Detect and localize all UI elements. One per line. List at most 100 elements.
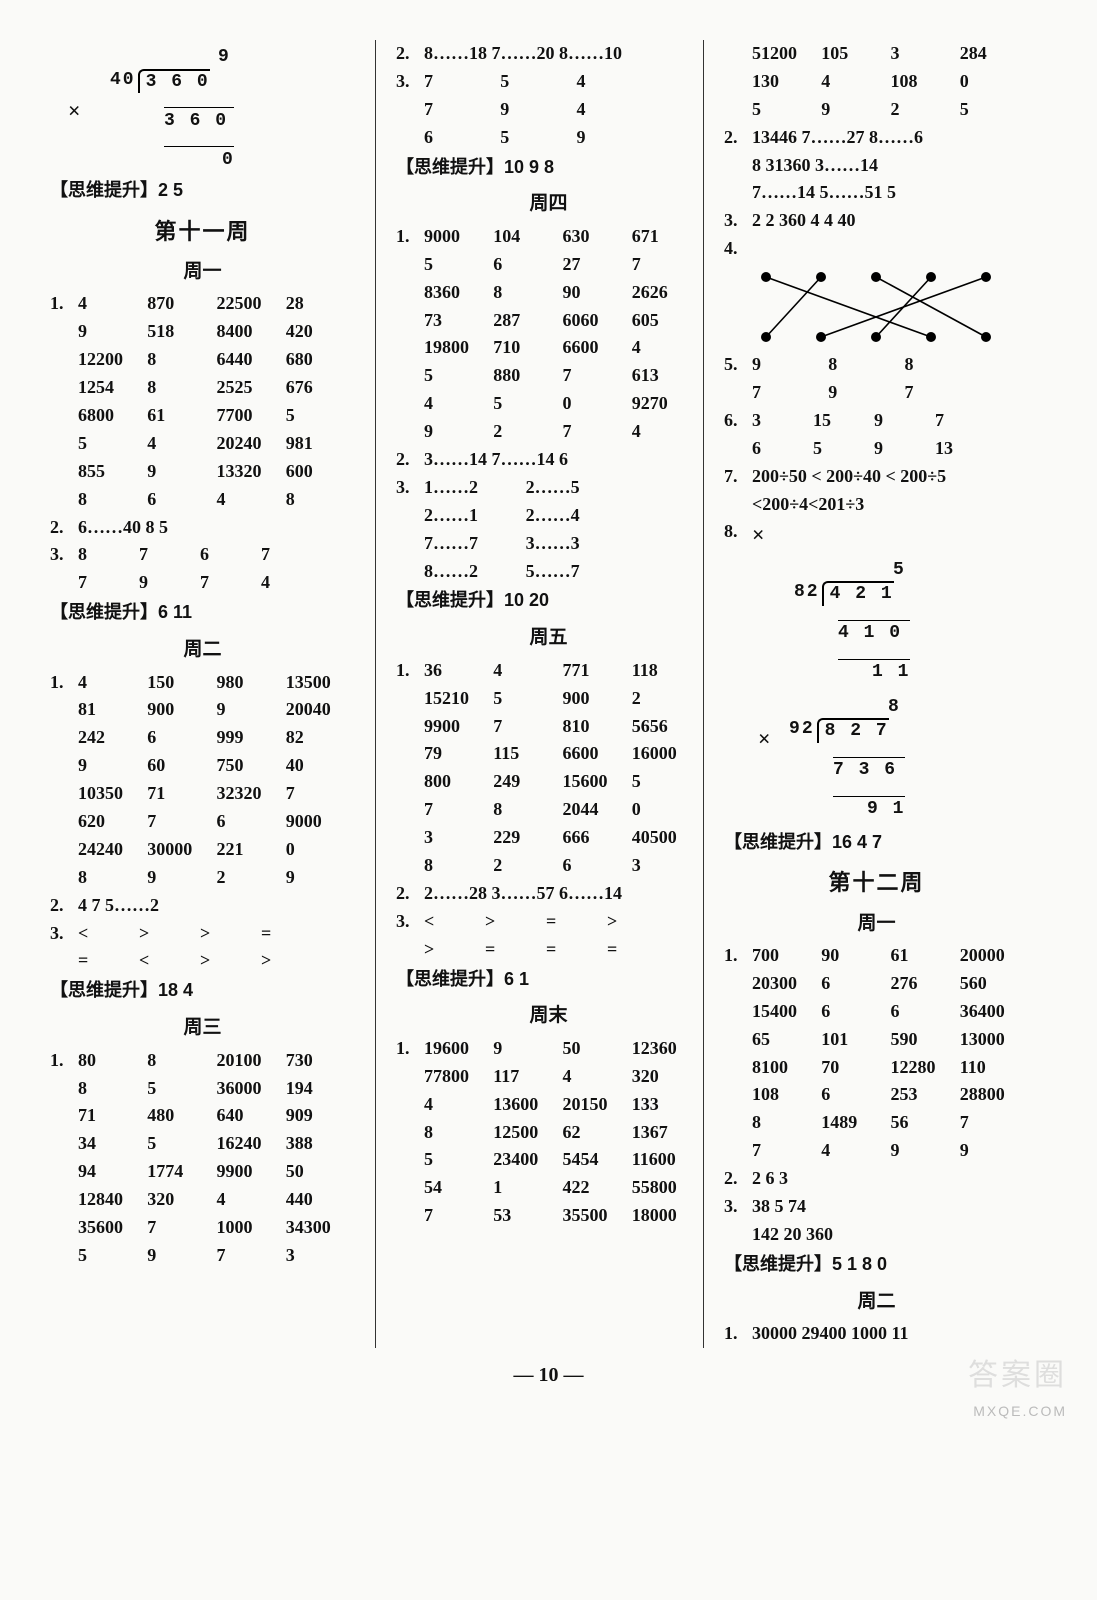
cell: 40	[286, 752, 355, 780]
cell: 9	[891, 1137, 960, 1165]
cell: 12280	[891, 1054, 960, 1082]
lead-spacer	[50, 696, 78, 724]
lead-spacer	[724, 1081, 752, 1109]
tisheng-c1-1: 【思维提升】2 5	[50, 177, 355, 205]
cell: 7	[147, 808, 216, 836]
lead-spacer	[724, 1054, 752, 1082]
ld-s2: 9 1	[867, 799, 905, 819]
cell: 104	[493, 223, 562, 251]
cell: 6	[493, 251, 562, 279]
q7-l2: <200÷4<201÷3	[752, 491, 1029, 519]
table-row: 1.415098013500	[50, 669, 355, 697]
cell: 15	[813, 407, 874, 435]
table-row: 1035071323207	[50, 780, 355, 808]
table-row: 154006636400	[724, 998, 1029, 1026]
c3-q9-rows: 1.70090612000020300627656015400663640065…	[724, 942, 1029, 1165]
cell: 3	[632, 852, 701, 880]
cell: 605	[632, 307, 701, 335]
lead-spacer	[50, 947, 78, 975]
lead-spacer	[396, 530, 424, 558]
lead-spacer	[396, 1202, 424, 1230]
cell: 20300	[752, 970, 821, 998]
cell: 4	[78, 669, 147, 697]
table-row: 1.364771118	[396, 657, 701, 685]
c3-q1-rows: 512001053284130410805925	[724, 40, 1029, 124]
cell: 388	[286, 1130, 355, 1158]
table-row: 7499	[724, 1137, 1029, 1165]
cell: 5	[813, 435, 874, 463]
lead-8: 8.	[724, 518, 752, 552]
lead-spacer	[724, 970, 752, 998]
cell: 249	[493, 768, 562, 796]
lead-7: 7.	[724, 463, 752, 491]
cross-mark-icon: ×	[68, 94, 81, 128]
ld-dividend: 4 2 1	[822, 581, 894, 606]
cell: 34	[78, 1130, 147, 1158]
cell: 0	[563, 390, 632, 418]
cell: 1774	[147, 1158, 216, 1186]
c2-q10-rows: 1.19600950123607780011743204136002015013…	[396, 1035, 701, 1230]
tisheng-label: 【思维提升】	[50, 180, 158, 200]
cell: 19800	[424, 334, 493, 362]
cell: 79	[424, 740, 493, 768]
table-row: 83608902626	[396, 279, 701, 307]
table-row: 34516240388	[50, 1130, 355, 1158]
lead-spacer	[50, 864, 78, 892]
tisheng-c1-2: 【思维提升】6 11	[50, 599, 355, 627]
cell: 2……4	[526, 502, 628, 530]
cell: 36000	[217, 1075, 286, 1103]
lead-spacer	[396, 251, 424, 279]
cell: 8	[424, 1119, 493, 1147]
cell: 13	[935, 435, 996, 463]
cell: 5	[500, 68, 576, 96]
cell: 4	[424, 390, 493, 418]
lead-3: 3.	[724, 207, 752, 235]
cell: 221	[217, 836, 286, 864]
table-row: 79115660016000	[396, 740, 701, 768]
c1-q7-rows: 1.80820100730853600019471480640909345162…	[50, 1047, 355, 1270]
cell: 5	[424, 251, 493, 279]
cell: 909	[286, 1102, 355, 1130]
cell: 34300	[286, 1214, 355, 1242]
c3-q3-val: 2 2 360 4 4 40	[752, 207, 1029, 235]
c1-q5: 2. 4 7 5……2	[50, 892, 355, 920]
cell: 980	[217, 669, 286, 697]
cell: 9	[78, 318, 147, 346]
ld1-dividend: 3 6 0	[138, 69, 210, 94]
c1-q5-val: 4 7 5……2	[78, 892, 355, 920]
cell: 8400	[217, 318, 286, 346]
cell: 3	[286, 1242, 355, 1270]
c2-q9: 3.<>=>>===	[396, 908, 701, 964]
cell: 65	[752, 1026, 821, 1054]
cell: 9000	[424, 223, 493, 251]
cell: 4	[563, 1063, 632, 1091]
ld-s1: 4 1 0	[838, 623, 902, 643]
lead-3: 3.	[396, 908, 424, 936]
cell: 7	[261, 541, 322, 569]
lead-spacer	[396, 96, 424, 124]
c1-q3: 3.87677974	[50, 541, 355, 597]
lead-spacer	[396, 418, 424, 446]
tisheng-val: 10 9 8	[504, 157, 554, 177]
q11-l2: 142 20 360	[752, 1221, 1029, 1249]
cell: 8	[78, 1075, 147, 1103]
lead-spacer	[724, 435, 752, 463]
cell: 80	[78, 1047, 147, 1075]
table-row: =<>>	[50, 947, 355, 975]
cell: 420	[286, 318, 355, 346]
table-row: 3.1……22……5	[396, 474, 701, 502]
cell: 7	[563, 418, 632, 446]
lead-3: 3.	[50, 541, 78, 569]
cell: 4	[217, 1186, 286, 1214]
lead-spacer	[396, 124, 424, 152]
table-row: 1.80820100730	[50, 1047, 355, 1075]
cell: 771	[563, 657, 632, 685]
lead-spacer	[724, 40, 752, 68]
cell: 8	[78, 541, 139, 569]
cell: 7	[424, 796, 493, 824]
cell: 30000	[147, 836, 216, 864]
cell: 6	[424, 124, 500, 152]
cell: 999	[217, 724, 286, 752]
cell: 750	[217, 752, 286, 780]
cell: 82	[286, 724, 355, 752]
